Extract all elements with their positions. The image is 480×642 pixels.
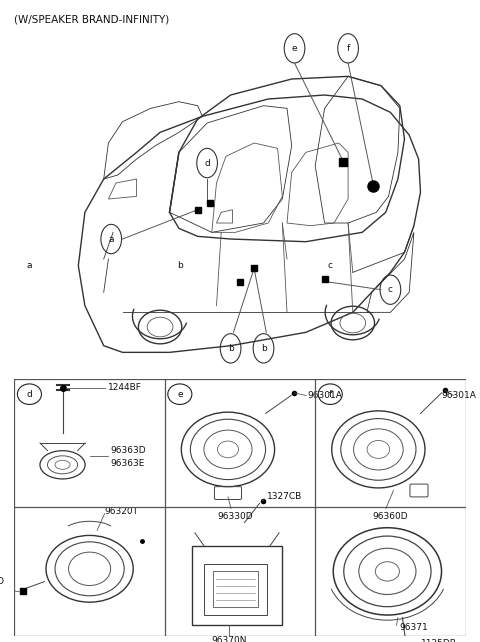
Text: e: e <box>292 44 297 53</box>
Text: 96363D: 96363D <box>111 446 146 455</box>
Bar <box>204 564 267 615</box>
Text: f: f <box>329 390 332 399</box>
Text: d: d <box>204 159 210 168</box>
Text: 96363E: 96363E <box>111 459 145 468</box>
Text: c: c <box>388 285 393 294</box>
Bar <box>192 546 282 625</box>
Text: 96371: 96371 <box>399 623 428 632</box>
Text: 1244BF: 1244BF <box>108 383 142 392</box>
Text: 96301A: 96301A <box>442 391 477 400</box>
Text: e: e <box>177 390 183 399</box>
Text: f: f <box>347 44 350 53</box>
Text: 96320T: 96320T <box>105 507 139 516</box>
Text: 96370N: 96370N <box>212 636 247 642</box>
Text: 96360D: 96360D <box>372 512 408 521</box>
Text: b: b <box>228 344 233 353</box>
Text: a: a <box>27 261 32 270</box>
Text: a: a <box>108 234 114 243</box>
Text: c: c <box>328 261 333 270</box>
Text: 1018AD: 1018AD <box>0 577 5 586</box>
Text: 1125DB: 1125DB <box>420 639 456 642</box>
Text: b: b <box>261 344 266 353</box>
Text: 96330D: 96330D <box>217 512 253 521</box>
Text: 1327CB: 1327CB <box>267 492 302 501</box>
Text: (W/SPEAKER BRAND-INFINITY): (W/SPEAKER BRAND-INFINITY) <box>14 14 169 24</box>
Bar <box>213 571 258 607</box>
Text: 96301A: 96301A <box>308 391 343 400</box>
Text: b: b <box>177 261 183 270</box>
Text: d: d <box>26 390 32 399</box>
